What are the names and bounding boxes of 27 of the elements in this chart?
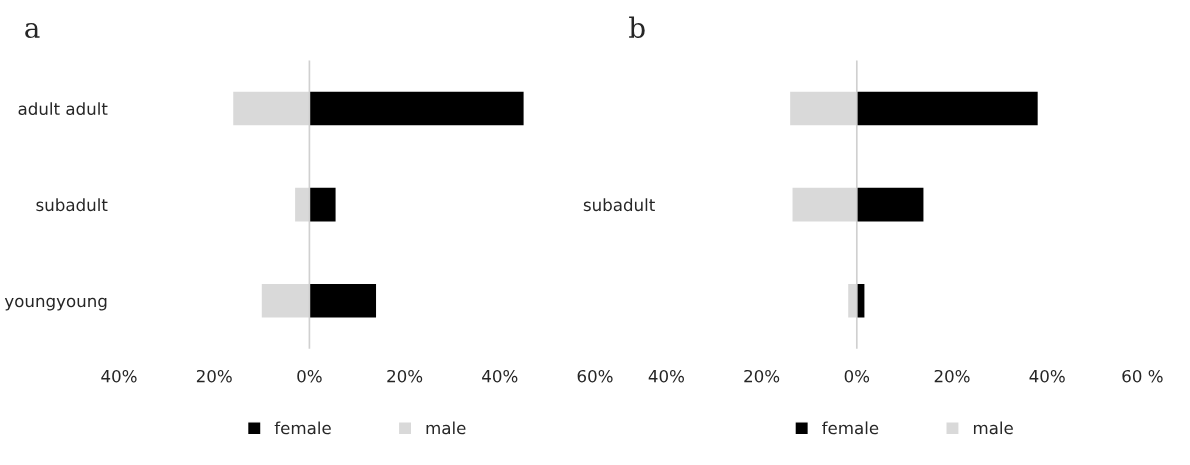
x-tick-label: 20%	[196, 369, 232, 383]
x-tick-label: 40%	[482, 369, 518, 383]
y-tick-label: youngyoung	[4, 297, 107, 311]
x-tick-label: 0%	[297, 369, 322, 383]
x-tick-label: 60 %	[1122, 369, 1163, 383]
x-tick-label: 40%	[1029, 369, 1065, 383]
chart-title: b	[629, 16, 645, 39]
legend-label: male	[973, 421, 1013, 435]
legend-label: female	[274, 421, 331, 435]
y-tick-label: subadult	[36, 198, 108, 212]
legend-label: male	[426, 421, 466, 435]
y-tick-label: adult adult	[18, 102, 108, 116]
x-tick-label: 20%	[744, 369, 780, 383]
y-tick-label: subadult	[583, 198, 655, 212]
chart-title: a	[25, 22, 40, 39]
x-tick-label: 20%	[387, 369, 423, 383]
legend-label: female	[822, 421, 879, 435]
x-tick-label: 40%	[648, 369, 684, 383]
x-tick-label: 40%	[101, 369, 137, 383]
bar	[309, 187, 336, 222]
bar	[856, 187, 924, 222]
x-tick-label: 0%	[844, 369, 870, 383]
bar	[856, 91, 1038, 126]
x-tick-label: 20%	[934, 369, 970, 383]
x-tick-label: 60%	[577, 369, 613, 383]
bar	[309, 91, 524, 126]
bar	[309, 283, 377, 318]
